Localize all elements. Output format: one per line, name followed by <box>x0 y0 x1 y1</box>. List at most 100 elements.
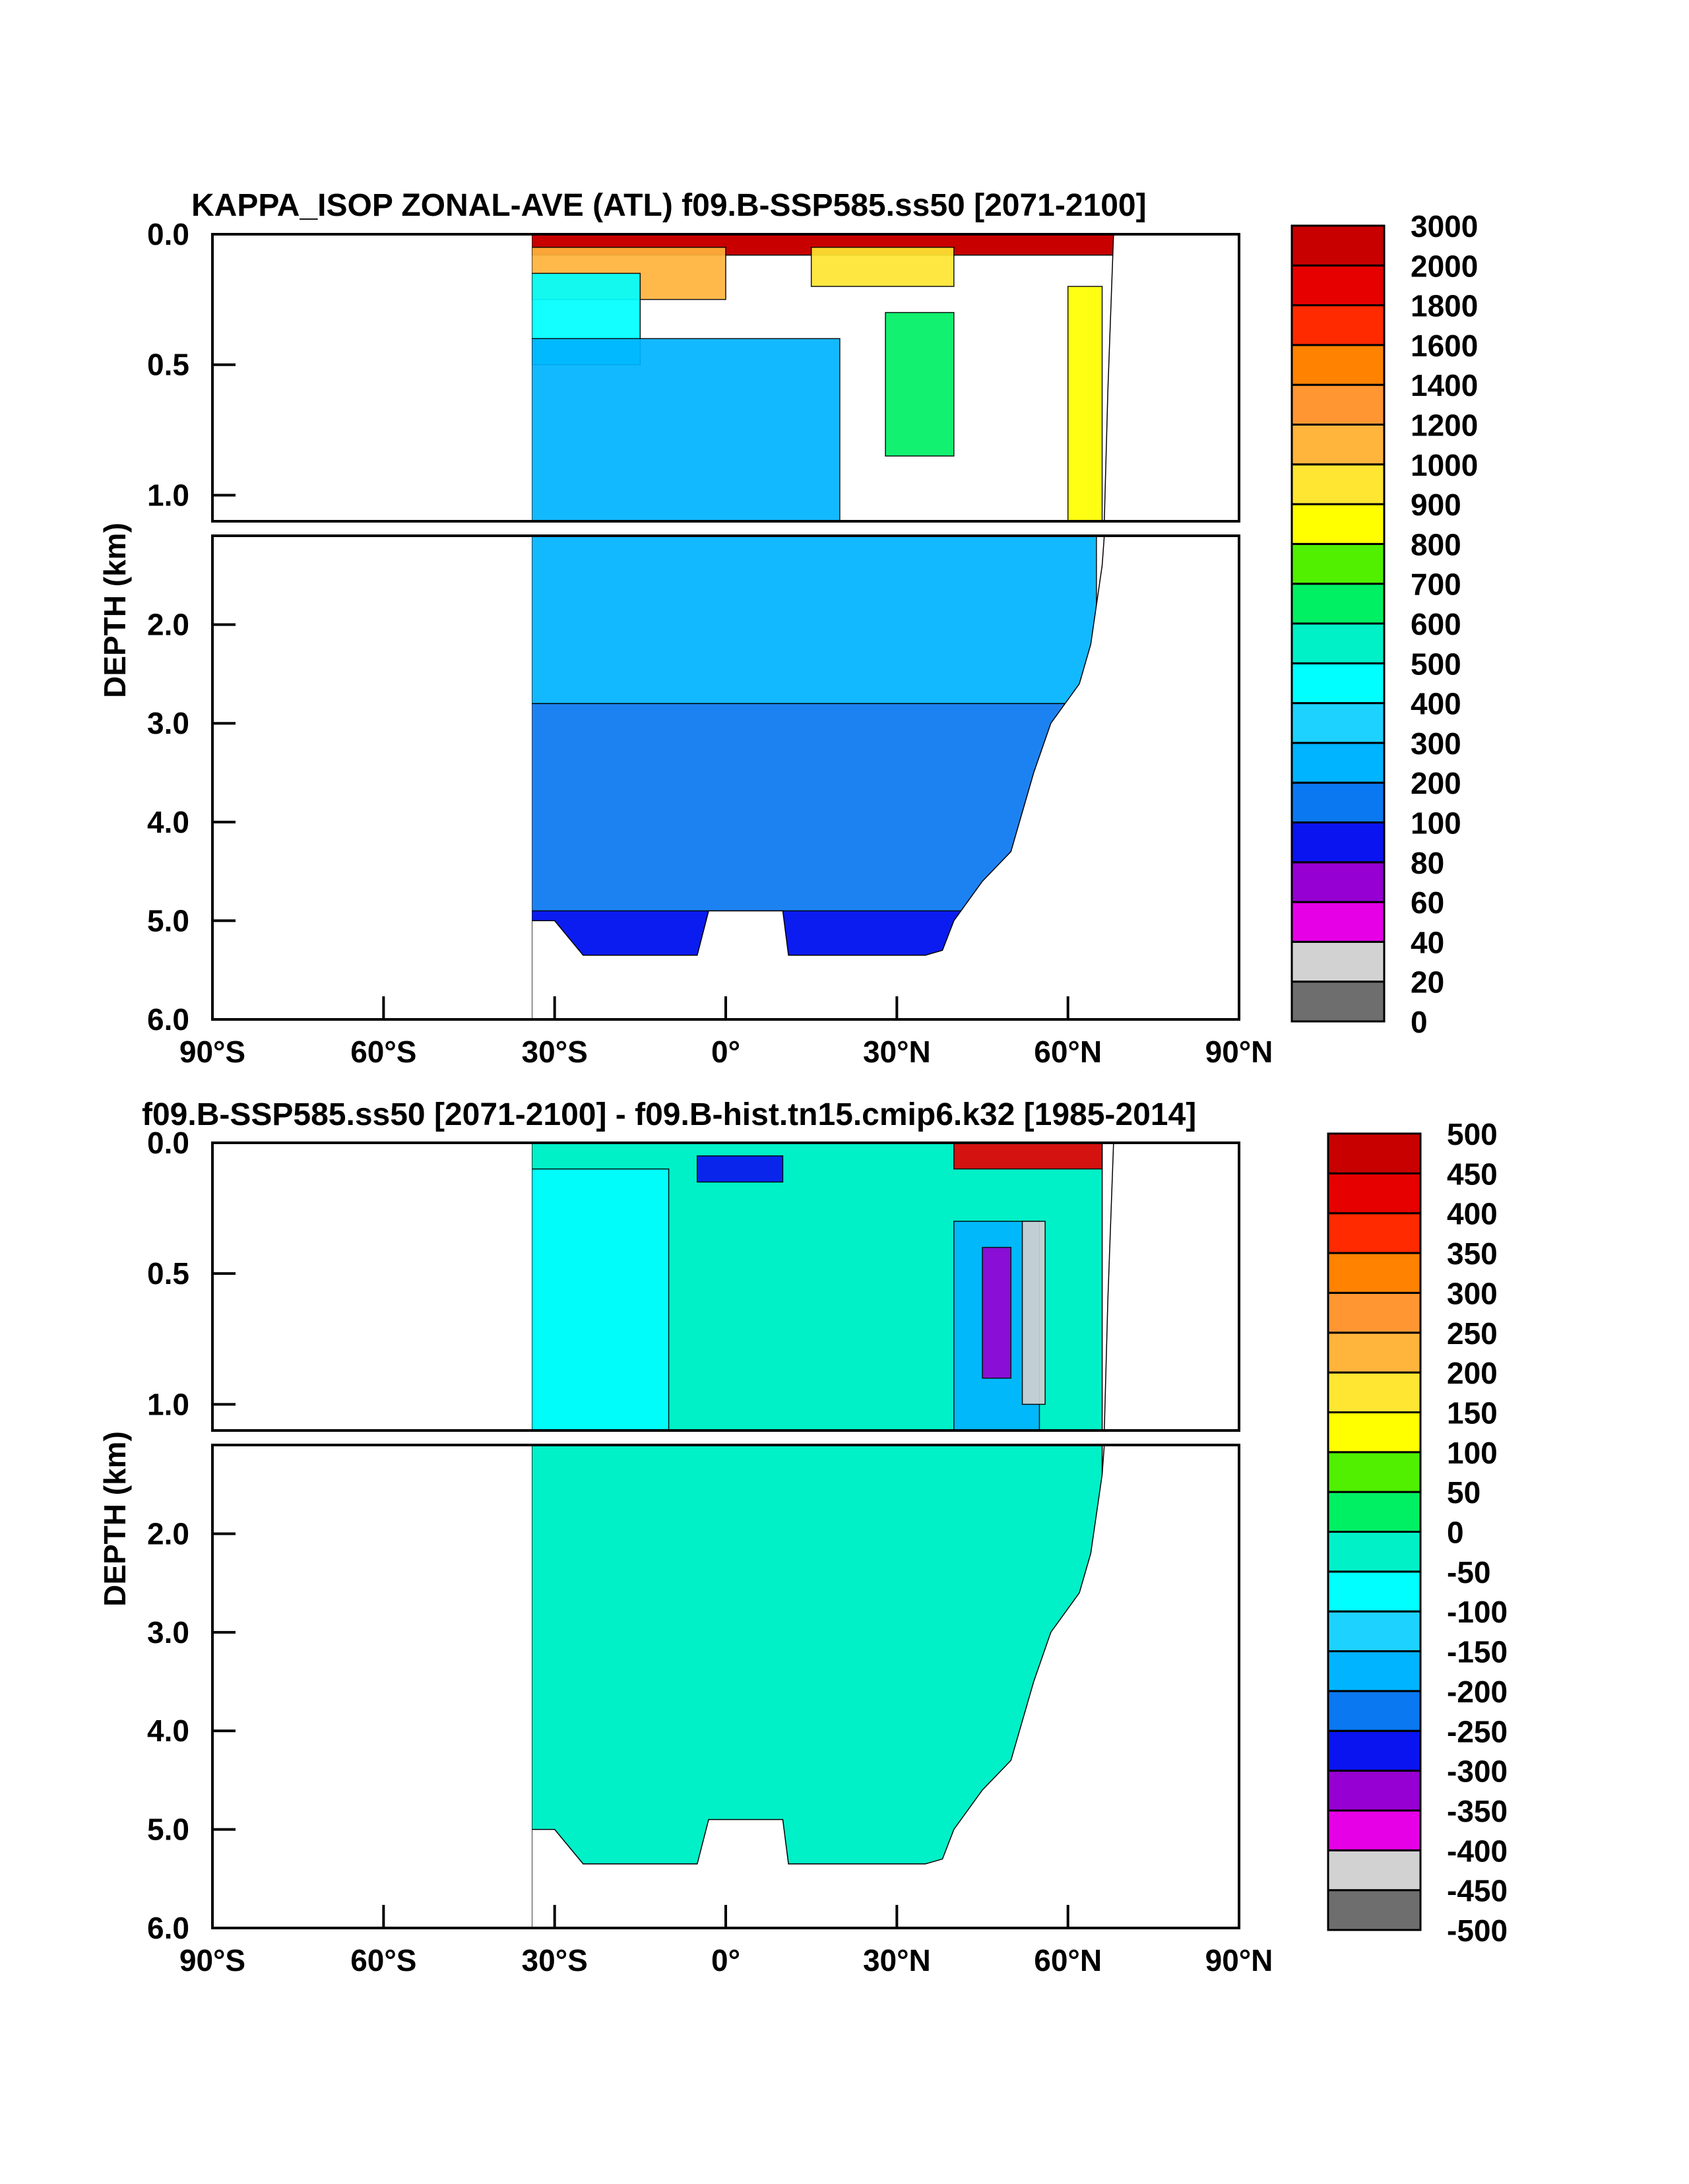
colorbar-label: -50 <box>1447 1555 1490 1590</box>
colorbar-label: -500 <box>1447 1913 1508 1948</box>
colorbar-swatch <box>1327 1491 1422 1533</box>
colorbar-swatch <box>1327 1690 1422 1732</box>
colorbar-swatch <box>1291 224 1386 267</box>
colorbar-label: 0 <box>1447 1516 1464 1550</box>
colorbar-label: 700 <box>1411 567 1461 602</box>
land-mask-south <box>212 536 532 1019</box>
colorbar-label: 300 <box>1411 726 1461 761</box>
colorbar-swatch <box>1291 383 1386 426</box>
plot-lower-section <box>212 1445 1239 1928</box>
y-tick-label: 2.0 <box>147 1516 189 1551</box>
difference-panel: f09.B-SSP585.ss50 [2071-2100] - f09.B-hi… <box>98 1097 1508 1977</box>
y-tick-label: 5.0 <box>147 903 189 938</box>
land-mask-south <box>212 234 532 521</box>
colorbar-label: 800 <box>1411 527 1461 562</box>
colorbar-label: 200 <box>1447 1356 1498 1390</box>
colorbar-label: 500 <box>1447 1117 1498 1151</box>
colorbar-label: 1400 <box>1411 368 1478 402</box>
land-mask <box>531 536 1239 1019</box>
field-region <box>697 1155 784 1183</box>
field-region <box>1021 1221 1046 1405</box>
field-region <box>810 247 955 287</box>
plot-upper-section <box>212 234 1239 521</box>
plot-frame-upper <box>211 1141 1240 1432</box>
y-tick-label: 3.0 <box>147 706 189 740</box>
colorbar-swatch <box>1291 821 1386 864</box>
colorbar-swatch <box>1291 503 1386 545</box>
y-tick-label: 0.0 <box>147 1126 189 1160</box>
panel-title: KAPPA_ISOP ZONAL-AVE (ATL) f09.B-SSP585.… <box>191 188 1147 223</box>
land-mask <box>1104 1143 1239 1430</box>
colorbar-label: 100 <box>1411 806 1461 841</box>
colorbar: 3000200018001600140012001000900800700600… <box>1291 209 1478 1039</box>
colorbar-label: 450 <box>1447 1157 1498 1191</box>
colorbar-label: 400 <box>1447 1197 1498 1231</box>
colorbar: 500450400350300250200150100500-50-100-15… <box>1327 1117 1508 1948</box>
colorbar-swatch <box>1327 1770 1422 1812</box>
colorbar-swatch <box>1291 344 1386 386</box>
x-tick-label: 90°S <box>179 1035 245 1069</box>
colorbar-swatch <box>1327 1650 1422 1692</box>
colorbar-label: 40 <box>1411 925 1444 959</box>
y-axis-label: DEPTH (km) <box>98 1431 132 1607</box>
colorbar-swatch <box>1327 1291 1422 1334</box>
colorbar-label: 500 <box>1411 647 1461 681</box>
y-tick-label: 2.0 <box>147 608 189 642</box>
colorbar-swatch <box>1327 1531 1422 1573</box>
x-tick-label: 60°N <box>1034 1943 1102 1977</box>
colorbar-swatch <box>1327 1132 1422 1174</box>
colorbar-label: 100 <box>1447 1436 1498 1470</box>
y-tick-label: 6.0 <box>147 1911 189 1945</box>
y-tick-label: 6.0 <box>147 1002 189 1037</box>
field-region <box>531 338 841 521</box>
colorbar-label: 2000 <box>1411 249 1478 283</box>
colorbar-label: -400 <box>1447 1834 1508 1868</box>
field-region <box>531 536 1097 705</box>
plot-lower-section <box>212 536 1239 1019</box>
colorbar-swatch <box>1327 1252 1422 1294</box>
kappa-isop-panel: KAPPA_ISOP ZONAL-AVE (ATL) f09.B-SSP585.… <box>98 188 1478 1069</box>
plot-upper-section <box>212 1143 1239 1430</box>
colorbar-swatch <box>1291 742 1386 784</box>
colorbar-swatch <box>1291 861 1386 903</box>
colorbar-label: 150 <box>1447 1396 1498 1430</box>
colorbar-label: 400 <box>1411 687 1461 721</box>
colorbar-swatch <box>1291 583 1386 625</box>
land-mask-south <box>212 1143 532 1430</box>
y-tick-label: 4.0 <box>147 1714 189 1748</box>
colorbar-label: 80 <box>1411 846 1444 880</box>
colorbar-swatch <box>1327 1610 1422 1653</box>
x-tick-label: 30°N <box>863 1943 931 1977</box>
colorbar-swatch <box>1327 1212 1422 1254</box>
y-tick-label: 1.0 <box>147 1387 189 1421</box>
colorbar-swatch <box>1291 424 1386 466</box>
colorbar-label: 300 <box>1447 1276 1498 1310</box>
field-region <box>885 311 955 457</box>
x-tick-label: 30°S <box>522 1943 588 1977</box>
colorbar-label: 250 <box>1447 1316 1498 1351</box>
colorbar-swatch <box>1291 781 1386 823</box>
colorbar-label: 60 <box>1411 885 1444 920</box>
colorbar-label: 20 <box>1411 965 1444 1000</box>
colorbar-swatch <box>1291 940 1386 983</box>
colorbar-label: 600 <box>1411 607 1461 641</box>
y-axis-label: DEPTH (km) <box>98 523 132 698</box>
colorbar-label: 900 <box>1411 488 1461 522</box>
colorbar-swatch <box>1327 1570 1422 1613</box>
colorbar-swatch <box>1327 1889 1422 1931</box>
colorbar-swatch <box>1327 1729 1422 1772</box>
field-region <box>531 1168 670 1430</box>
x-tick-label: 60°N <box>1034 1035 1102 1069</box>
colorbar-swatch <box>1327 1332 1422 1374</box>
x-tick-label: 90°N <box>1205 1035 1273 1069</box>
x-tick-label: 90°S <box>179 1943 245 1977</box>
colorbar-swatch <box>1327 1451 1422 1493</box>
colorbar-swatch <box>1327 1411 1422 1454</box>
plot-frame-upper <box>211 233 1240 523</box>
colorbar-label: 1200 <box>1411 408 1478 443</box>
y-tick-label: 5.0 <box>147 1813 189 1847</box>
colorbar-label: -300 <box>1447 1754 1508 1789</box>
colorbar-label: -150 <box>1447 1635 1508 1669</box>
colorbar-label: 3000 <box>1411 209 1478 243</box>
